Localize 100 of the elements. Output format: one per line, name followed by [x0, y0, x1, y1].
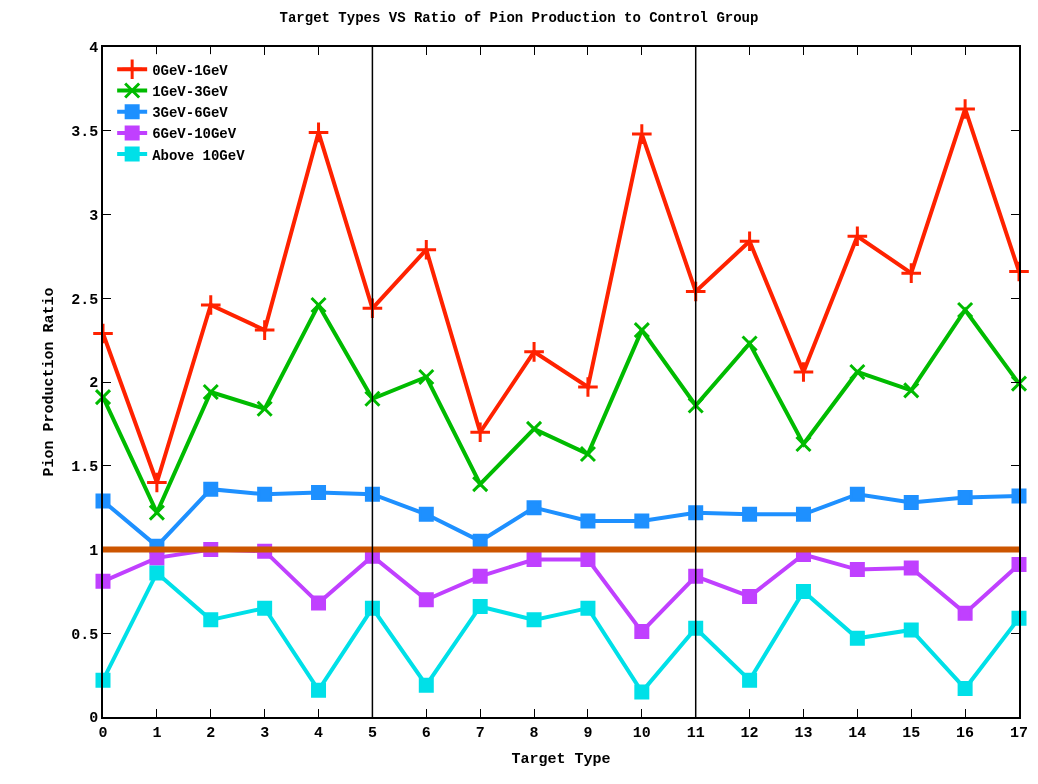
- point: [253, 318, 276, 342]
- x-tick-label: 15: [902, 724, 921, 742]
- point: [688, 505, 704, 521]
- point: [418, 592, 434, 608]
- x-tick-label: 12: [740, 724, 759, 742]
- point: [634, 684, 650, 700]
- y-tick-label: 4: [89, 40, 99, 58]
- point: [310, 296, 328, 314]
- x-tick-label: 16: [956, 724, 975, 742]
- point: [794, 435, 812, 453]
- point: [903, 560, 919, 576]
- point: [957, 490, 973, 506]
- x-axis-title: Target Type: [511, 751, 611, 769]
- point: [576, 375, 600, 399]
- point: [526, 552, 542, 568]
- legend-label: 1GeV-3GeV: [152, 83, 229, 100]
- point: [145, 471, 169, 494]
- point: [307, 121, 330, 144]
- point: [472, 598, 488, 614]
- point: [742, 672, 758, 688]
- x-tick-label: 2: [206, 724, 216, 742]
- point: [1007, 260, 1031, 283]
- y-tick-label: 1.5: [71, 459, 99, 476]
- point: [91, 322, 115, 345]
- point: [418, 506, 434, 522]
- point: [899, 261, 923, 285]
- point: [311, 595, 327, 611]
- point: [742, 506, 758, 522]
- point: [363, 390, 381, 408]
- point: [311, 682, 327, 698]
- point: [1010, 375, 1028, 393]
- x-tick-label: 9: [583, 724, 593, 742]
- point: [364, 600, 380, 616]
- point: [472, 568, 488, 584]
- y-tick-label: 2.5: [71, 291, 99, 309]
- x-tick-label: 13: [794, 724, 813, 742]
- point: [418, 677, 434, 693]
- point: [741, 334, 759, 352]
- point: [849, 486, 865, 502]
- point: [94, 388, 112, 406]
- point: [256, 400, 274, 418]
- x-tick-label: 17: [1009, 724, 1029, 742]
- point: [795, 506, 811, 522]
- legend-label: Above 10GeV: [152, 147, 246, 164]
- point: [902, 381, 920, 399]
- point: [795, 583, 811, 599]
- point: [203, 612, 219, 628]
- point: [468, 420, 492, 444]
- y-tick-label: 2: [89, 375, 99, 393]
- point: [414, 238, 438, 261]
- x-tick-label: 14: [848, 724, 867, 742]
- point: [634, 513, 650, 529]
- point: [580, 552, 596, 568]
- point: [633, 321, 651, 339]
- point: [95, 493, 111, 509]
- x-tick-label: 3: [260, 724, 270, 742]
- point: [257, 600, 273, 616]
- point: [526, 612, 542, 628]
- point: [742, 588, 758, 604]
- point: [526, 500, 542, 516]
- point: [149, 565, 165, 581]
- point: [1011, 557, 1027, 573]
- legend-label: 0GeV-1GeV: [152, 62, 229, 79]
- point: [95, 672, 111, 688]
- legend-label: 3GeV-6GeV: [152, 105, 229, 122]
- point: [1011, 610, 1027, 626]
- point: [957, 681, 973, 697]
- y-tick-label: 1: [89, 542, 99, 560]
- y-axis-title: Pion Production Ratio: [40, 287, 58, 477]
- point: [579, 445, 597, 463]
- point: [95, 573, 111, 589]
- point: [148, 504, 166, 522]
- point: [688, 620, 704, 636]
- point: [522, 340, 546, 364]
- chart-title: Target Types VS Ratio of Pion Production to Control Group: [279, 9, 759, 26]
- x-tick-label: 4: [314, 724, 324, 742]
- point: [1011, 488, 1027, 504]
- point: [848, 363, 866, 381]
- x-tick-label: 10: [632, 724, 651, 742]
- point: [634, 624, 650, 640]
- point: [257, 486, 273, 502]
- point: [846, 224, 869, 248]
- point: [580, 600, 596, 616]
- point: [203, 481, 219, 497]
- point: [525, 420, 543, 438]
- x-tick-label: 5: [367, 724, 377, 742]
- y-tick-label: 3: [89, 207, 99, 225]
- point: [471, 475, 489, 493]
- point: [311, 485, 327, 501]
- x-tick-label: 11: [686, 724, 705, 742]
- point: [738, 230, 761, 253]
- y-tick-label: 3.5: [71, 124, 99, 141]
- y-tick-label: 0: [89, 710, 99, 728]
- point: [417, 368, 435, 386]
- point: [956, 301, 974, 319]
- point: [903, 622, 919, 638]
- point: [688, 568, 704, 584]
- point: [630, 122, 654, 146]
- x-tick-label: 6: [421, 724, 431, 742]
- x-tick-label: 1: [152, 724, 162, 742]
